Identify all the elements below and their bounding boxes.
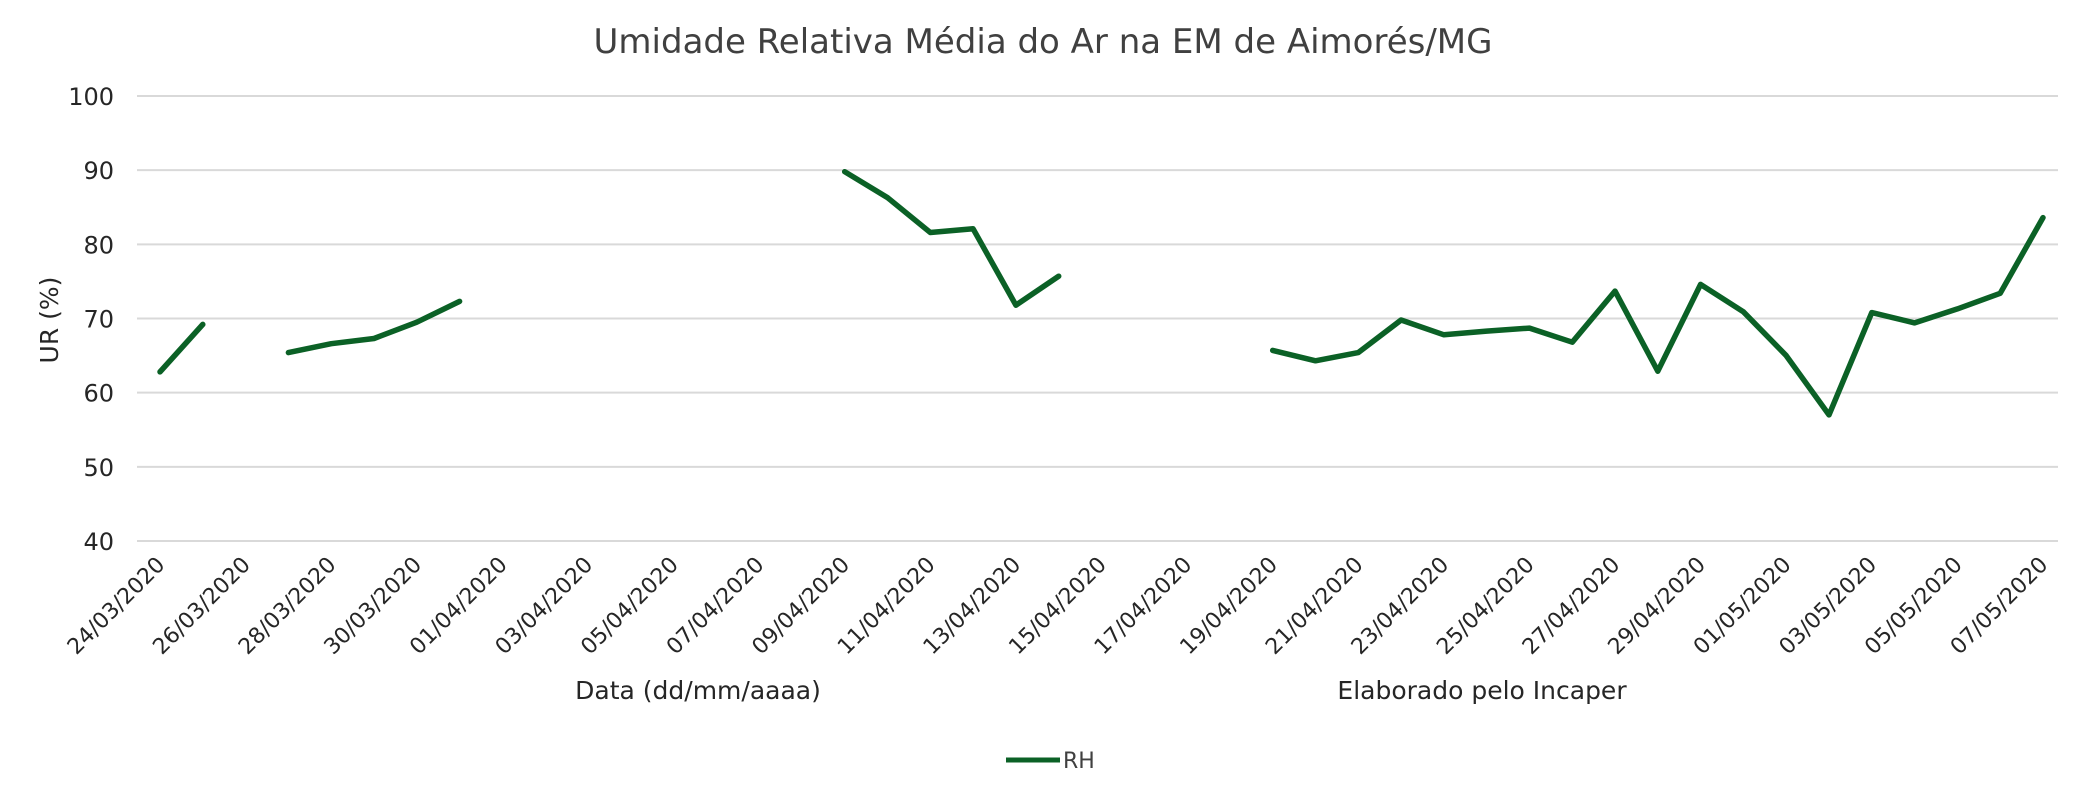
y-tick-label: 80 [83,231,114,259]
legend-label-rh: RH [1063,749,1095,774]
series-line-segment [841,168,1062,308]
chart-title: Umidade Relativa Média do Ar na EM de Ai… [594,22,1493,62]
gridlines [137,95,2058,542]
y-axis-label: UR (%) [35,277,64,364]
y-tick-label: 60 [83,380,114,408]
x-axis-ticks: 24/03/202026/03/202028/03/202030/03/2020… [63,553,2053,660]
y-tick-label: 50 [83,454,114,482]
series-line-segment [1269,214,2046,418]
x-axis-label: Data (dd/mm/aaaa) [575,676,821,705]
y-tick-label: 40 [83,528,114,556]
series-lines [157,168,2046,418]
series-line-segment [285,298,463,356]
y-tick-label: 70 [83,306,114,334]
series-line-segment [157,321,206,375]
y-tick-label: 100 [68,83,114,111]
y-axis-ticks: 40 50 60 70 80 90 100 [68,83,114,556]
legend: RH [1006,749,1095,774]
y-tick-label: 90 [83,157,114,185]
source-note: Elaborado pelo Incaper [1337,676,1627,705]
